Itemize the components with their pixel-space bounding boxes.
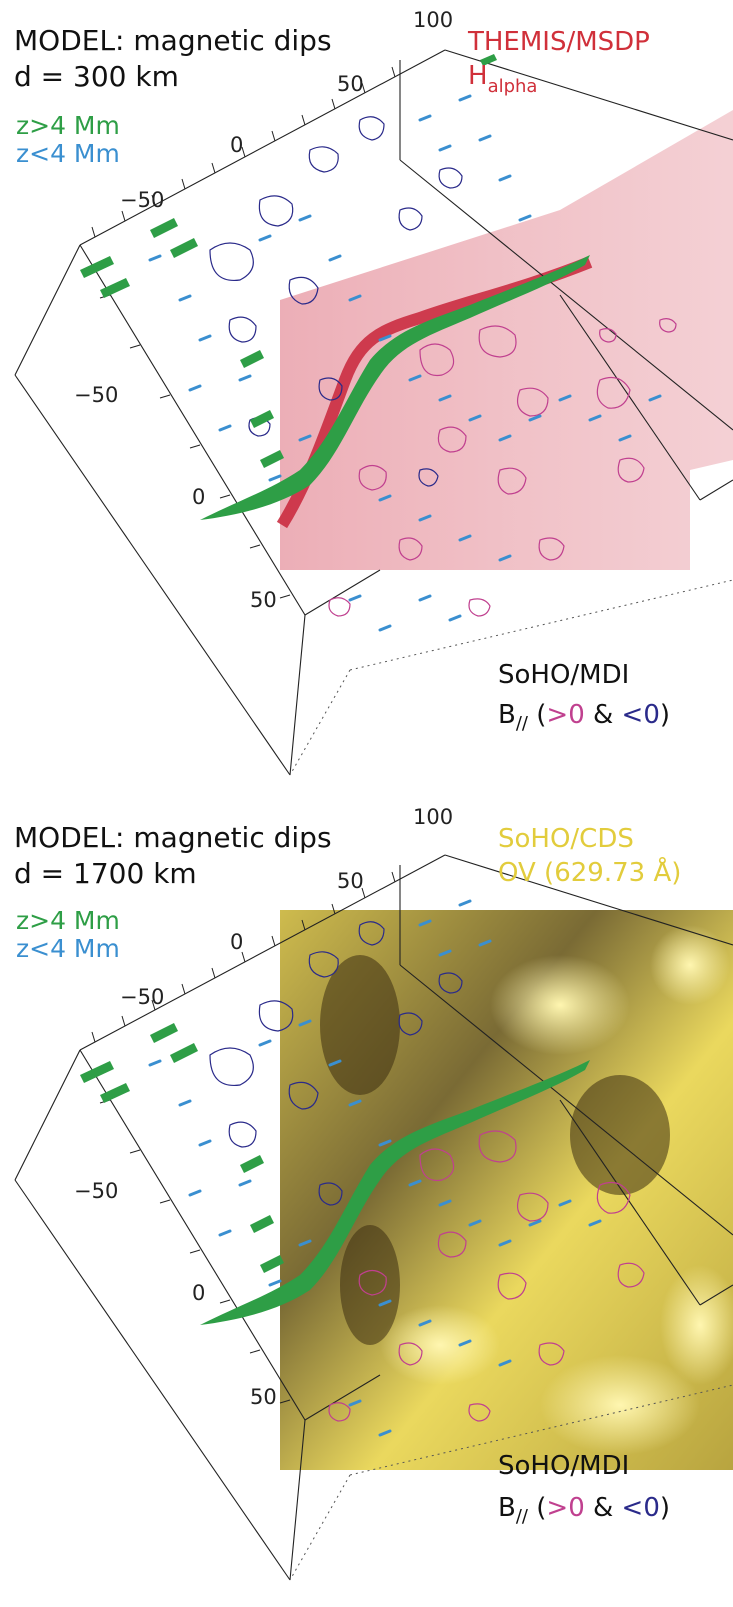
tick-100: 100: [413, 805, 454, 829]
mdi-pos: >0: [546, 700, 585, 730]
mdi-close: ): [659, 700, 671, 730]
tick-m50-top: −50: [120, 985, 165, 1009]
dips-low: [148, 94, 662, 632]
model-title: MODEL: magnetic dips: [14, 821, 332, 854]
box-hidden-edges: [289, 1384, 733, 1581]
axis-ticks: [91, 66, 396, 599]
halpha-image: [280, 110, 733, 570]
dips-high: [80, 1023, 590, 1325]
box-hidden-edges: [289, 579, 733, 776]
contours-positive: [328, 318, 677, 617]
mdi-neg: <0: [621, 1493, 660, 1523]
box-wireframe: [14, 854, 733, 1581]
mdi-close: ): [659, 1493, 671, 1523]
instrument-line-main: H: [468, 61, 488, 91]
tick-0-top: 0: [230, 133, 244, 157]
panel-top: MODEL: magnetic dips d = 300 km z>4 Mm z…: [0, 0, 733, 790]
axis-ticks: [91, 871, 396, 1404]
legend-high: z>4 Mm: [16, 906, 120, 935]
mdi-pos: >0: [546, 1493, 585, 1523]
tick-m50-top: −50: [120, 188, 165, 212]
instrument-line: Halpha: [468, 60, 538, 97]
tick-50-left: 50: [250, 588, 277, 612]
mdi-b: B: [498, 1493, 516, 1523]
dips-low: [148, 899, 602, 1437]
box-wireframe: [14, 49, 733, 776]
mdi-open: (: [527, 700, 547, 730]
tick-0-top: 0: [230, 930, 244, 954]
mdi-polarity: B// (>0 & <0): [498, 1491, 670, 1528]
tick-m50-left: −50: [74, 383, 119, 407]
model-title: MODEL: magnetic dips: [14, 24, 332, 57]
mdi-amp: &: [584, 1493, 622, 1523]
legend-low: z<4 Mm: [16, 139, 120, 168]
instrument-line: OV (629.73 Å): [498, 857, 681, 892]
tick-50-left: 50: [250, 1385, 277, 1409]
contours-negative: [209, 116, 463, 487]
contours-positive: [328, 1130, 645, 1422]
legend-high: z>4 Mm: [16, 111, 120, 140]
tick-50-top: 50: [337, 72, 364, 96]
mdi-b-sub: //: [515, 713, 528, 734]
mdi-b: B: [498, 700, 516, 730]
tick-50-top: 50: [337, 869, 364, 893]
instrument-line-sub: alpha: [487, 76, 538, 97]
mdi-polarity: B// (>0 & <0): [498, 698, 670, 735]
mdi-amp: &: [584, 700, 622, 730]
contours-negative: [209, 921, 463, 1206]
tick-100: 100: [413, 8, 454, 32]
mdi-open: (: [527, 1493, 547, 1523]
mdi-name: SoHO/MDI: [498, 660, 630, 690]
figure-top: [14, 49, 733, 776]
height-label: d = 1700 km: [14, 857, 197, 890]
panel-bottom: MODEL: magnetic dips d = 1700 km z>4 Mm …: [0, 805, 733, 1595]
instrument-name: SoHO/CDS: [498, 824, 634, 854]
mdi-b-sub: //: [515, 1506, 528, 1527]
tick-0-left: 0: [192, 485, 206, 509]
ov-bright-patches: [380, 925, 733, 1455]
instrument-line-main: OV (629.73 Å): [498, 858, 682, 888]
mdi-name: SoHO/MDI: [498, 1451, 630, 1481]
tick-0-left: 0: [192, 1281, 206, 1305]
instrument-name: THEMIS/MSDP: [468, 27, 650, 57]
mdi-neg: <0: [621, 700, 660, 730]
figure-bottom: [14, 854, 733, 1581]
dips-high: [80, 54, 590, 520]
legend-low: z<4 Mm: [16, 934, 120, 963]
tick-m50-left: −50: [74, 1179, 119, 1203]
height-label: d = 300 km: [14, 60, 179, 93]
